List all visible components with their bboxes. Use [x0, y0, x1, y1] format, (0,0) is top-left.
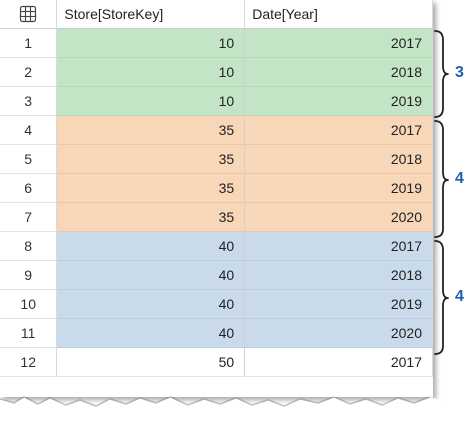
cell-year[interactable]: 2018 [244, 57, 433, 87]
cell-storekey[interactable]: 40 [56, 318, 246, 348]
cell-year[interactable]: 2017 [244, 347, 433, 377]
row-number[interactable]: 9 [0, 260, 58, 290]
row-number[interactable]: 12 [0, 347, 58, 377]
brace-icon [434, 240, 449, 355]
table-row: 10 40 2019 [0, 289, 433, 319]
data-table: Store[StoreKey] Date[Year] 1 10 2017 2 10 201… [0, 0, 433, 377]
table-row: 7 35 2020 [0, 202, 433, 232]
cell-storekey[interactable]: 10 [56, 57, 246, 87]
cell-storekey[interactable]: 10 [56, 86, 246, 116]
cell-year[interactable]: 2019 [244, 289, 433, 319]
cell-year[interactable]: 2019 [244, 86, 433, 116]
row-number[interactable]: 5 [0, 144, 58, 174]
cell-year[interactable]: 2017 [244, 28, 433, 58]
cell-storekey[interactable]: 50 [56, 347, 246, 377]
table-row: 3 10 2019 [0, 86, 433, 116]
table-row: 9 40 2018 [0, 260, 433, 290]
table-row: 6 35 2019 [0, 173, 433, 203]
cell-storekey[interactable]: 35 [56, 202, 246, 232]
table-row: 4 35 2017 [0, 115, 433, 145]
column-header-storekey[interactable]: Store[StoreKey] [56, 0, 246, 29]
cell-year[interactable]: 2020 [244, 318, 433, 348]
row-number[interactable]: 4 [0, 115, 58, 145]
brace-icon [434, 30, 449, 118]
group-count-label: 3 [455, 64, 464, 81]
table-row: 8 40 2017 [0, 231, 433, 261]
row-number[interactable]: 10 [0, 289, 58, 319]
brace-overlay [434, 30, 449, 355]
group-count-label: 4 [455, 288, 464, 305]
column-header-year[interactable]: Date[Year] [244, 0, 433, 29]
cell-storekey[interactable]: 40 [56, 231, 246, 261]
row-number[interactable]: 1 [0, 28, 58, 58]
table-row: 1 10 2017 [0, 28, 433, 58]
row-number[interactable]: 2 [0, 57, 58, 87]
group-annotations: 3 4 4 [433, 0, 470, 400]
row-number[interactable]: 6 [0, 173, 58, 203]
cell-storekey[interactable]: 35 [56, 144, 246, 174]
row-number[interactable]: 11 [0, 318, 58, 348]
cell-storekey[interactable]: 40 [56, 260, 246, 290]
table-row: 5 35 2018 [0, 144, 433, 174]
torn-edge [0, 396, 470, 421]
row-number[interactable]: 8 [0, 231, 58, 261]
cell-storekey[interactable]: 40 [56, 289, 246, 319]
row-number[interactable]: 3 [0, 86, 58, 116]
group-count-label: 4 [455, 170, 464, 187]
cell-year[interactable]: 2018 [244, 260, 433, 290]
grid-icon [20, 5, 37, 22]
row-number[interactable]: 7 [0, 202, 58, 232]
cell-year[interactable]: 2018 [244, 144, 433, 174]
cell-year[interactable]: 2017 [244, 115, 433, 145]
table-row: 2 10 2018 [0, 57, 433, 87]
table-view: Store[StoreKey] Date[Year] 1 10 2017 2 10 201… [0, 0, 433, 377]
cell-storekey[interactable]: 10 [56, 28, 246, 58]
cell-year[interactable]: 2020 [244, 202, 433, 232]
cell-year[interactable]: 2017 [244, 231, 433, 261]
cell-storekey[interactable]: 35 [56, 173, 246, 203]
table-row: 11 40 2020 [0, 318, 433, 348]
header-row: Store[StoreKey] Date[Year] [0, 0, 433, 29]
cell-year[interactable]: 2019 [244, 173, 433, 203]
brace-icon [434, 120, 449, 238]
select-all-corner[interactable] [0, 0, 58, 29]
cell-storekey[interactable]: 35 [56, 115, 246, 145]
table-row: 12 50 2017 [0, 347, 433, 377]
